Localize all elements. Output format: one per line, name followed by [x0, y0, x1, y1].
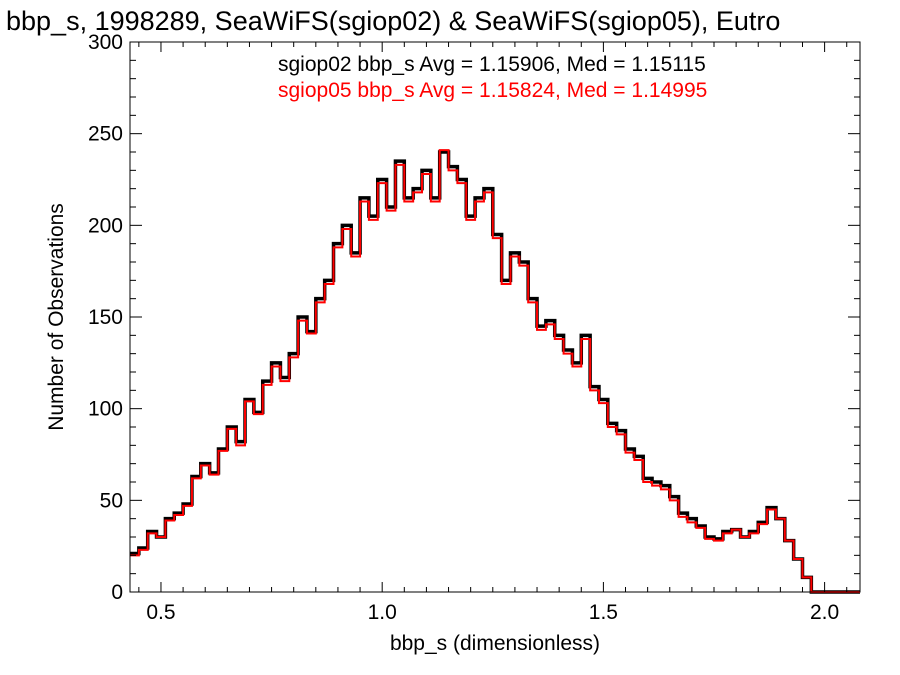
x-tick-label: 0.5 — [146, 601, 175, 624]
y-tick-label: 0 — [111, 581, 123, 604]
y-tick-label: 250 — [88, 123, 123, 146]
y-tick-label: 200 — [88, 214, 123, 237]
y-tick-label: 100 — [88, 398, 123, 421]
legend-entry-sgiop05: sgiop05 bbp_s Avg = 1.15824, Med = 1.149… — [278, 79, 707, 102]
y-tick-label: 150 — [88, 306, 123, 329]
y-tick-label: 300 — [88, 31, 123, 54]
y-tick-label: 50 — [100, 489, 123, 512]
y-axis-label: Number of Observations — [45, 203, 68, 431]
series-layer — [130, 149, 860, 594]
tick-layer: 0.5 1.0 1.5 2.0 0 50 100 150 200 250 300 — [88, 31, 860, 624]
x-axis-label: bbp_s (dimensionless) — [390, 632, 600, 655]
chart-title: bbp_s, 1998289, SeaWiFS(sgiop02) & SeaWi… — [6, 6, 780, 36]
x-tick-label: 2.0 — [810, 601, 839, 624]
plot-frame — [129, 41, 861, 593]
series-sgiop05 — [130, 149, 860, 593]
x-tick-label: 1.5 — [589, 601, 618, 624]
x-tick-label: 1.0 — [368, 601, 397, 624]
legend-entry-sgiop02: sgiop02 bbp_s Avg = 1.15906, Med = 1.151… — [278, 53, 706, 76]
